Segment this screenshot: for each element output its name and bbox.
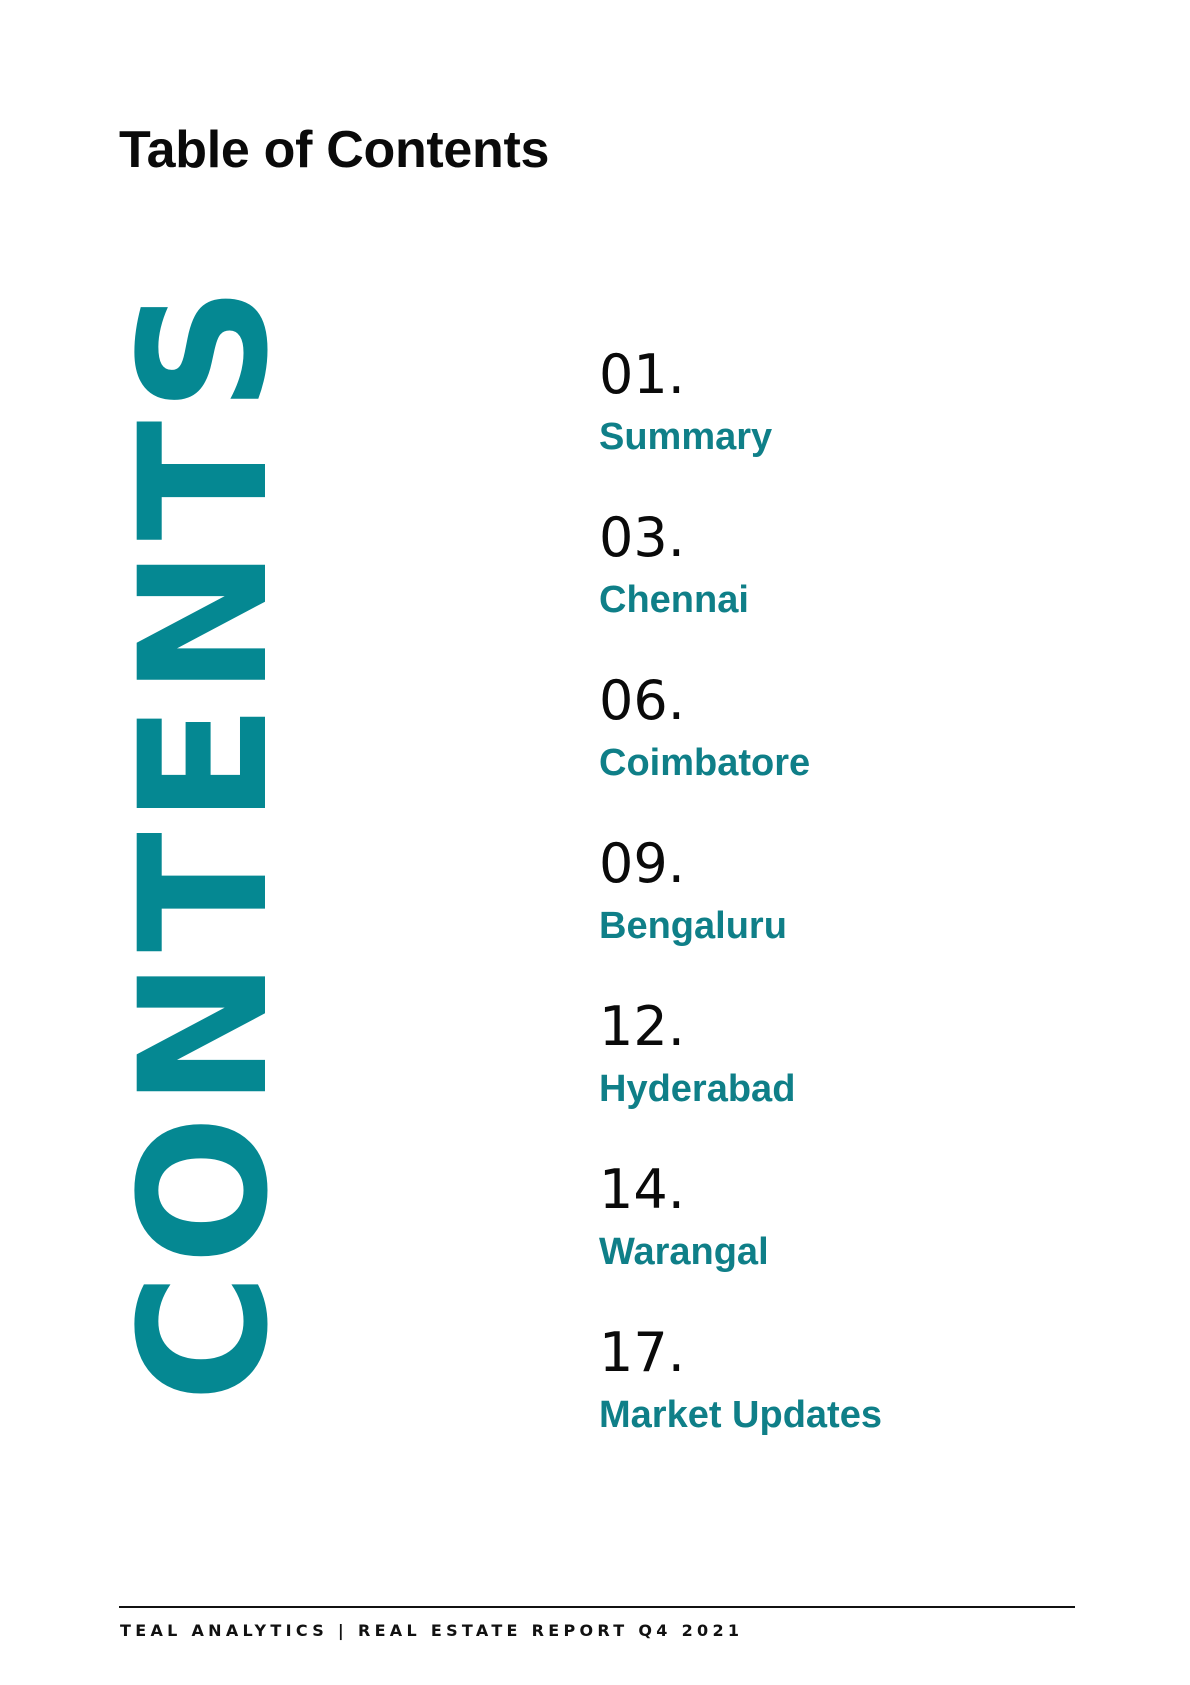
toc-entry-hyderabad[interactable]: 12. Hyderabad <box>599 1000 1079 1163</box>
toc-section-title: Bengaluru <box>599 905 787 947</box>
toc-page-number: 12. <box>599 995 685 1058</box>
toc-section-title: Coimbatore <box>599 742 811 784</box>
toc-page-number: 14. <box>599 1158 685 1221</box>
toc-section-title: Warangal <box>599 1231 769 1273</box>
toc-list: 01. Summary 03. Chennai 06. Coimbatore 0… <box>599 348 1079 1489</box>
toc-section-title: Summary <box>599 416 773 458</box>
toc-page-number: 17. <box>599 1321 685 1384</box>
vertical-heading-text: CONTENTS <box>102 277 307 1403</box>
toc-page-number: 06. <box>599 669 685 732</box>
toc-section-title: Market Updates <box>599 1394 882 1436</box>
toc-entry-coimbatore[interactable]: 06. Coimbatore <box>599 674 1079 837</box>
toc-section-title: Chennai <box>599 579 749 621</box>
toc-entry-bengaluru[interactable]: 09. Bengaluru <box>599 837 1079 1000</box>
toc-section-title: Hyderabad <box>599 1068 796 1110</box>
toc-entry-chennai[interactable]: 03. Chennai <box>599 511 1079 674</box>
toc-page-number: 09. <box>599 832 685 895</box>
toc-page-number: 03. <box>599 506 685 569</box>
toc-entry-warangal[interactable]: 14. Warangal <box>599 1163 1079 1326</box>
toc-entry-market-updates[interactable]: 17. Market Updates <box>599 1326 1079 1489</box>
page-title: Table of Contents <box>119 121 550 179</box>
toc-entry-summary[interactable]: 01. Summary <box>599 348 1079 511</box>
toc-page-number: 01. <box>599 343 685 406</box>
footer-text: TEAL ANALYTICS | REAL ESTATE REPORT Q4 2… <box>120 1621 744 1640</box>
contents-vertical-heading: CONTENTS <box>102 278 307 1402</box>
footer-divider <box>119 1606 1075 1608</box>
